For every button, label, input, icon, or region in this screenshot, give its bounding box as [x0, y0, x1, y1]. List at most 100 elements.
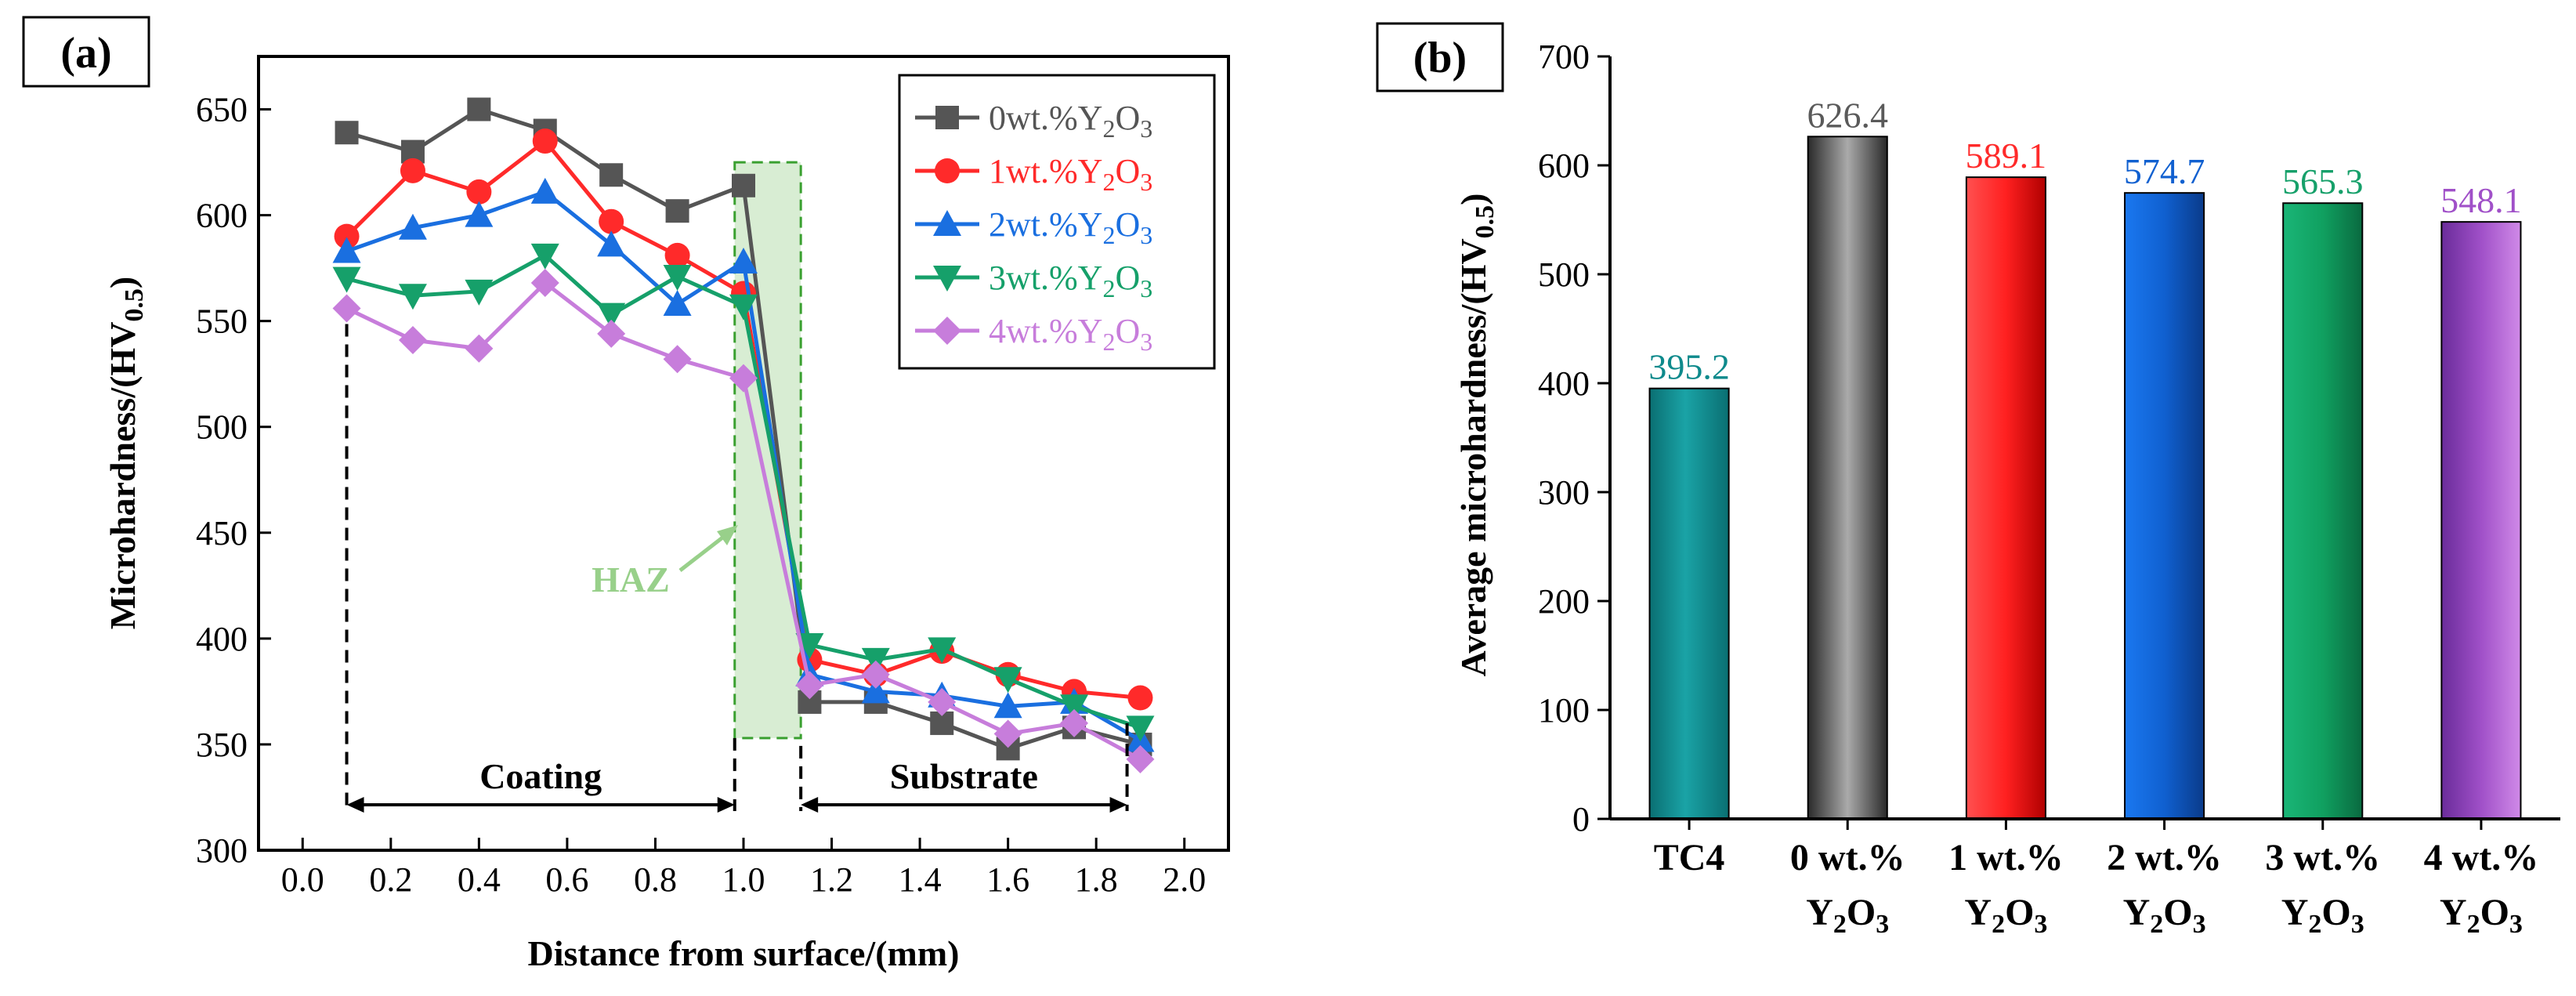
data-point [795, 671, 824, 700]
y-axis-title-a-main: Microhardness/(HV [103, 322, 143, 630]
data-point [664, 242, 690, 268]
data-point [334, 223, 360, 249]
category-label-sub2: 3 [2351, 910, 2364, 939]
data-point [663, 290, 692, 317]
y-tick-label-a: 600 [196, 197, 248, 235]
x-tick-label-a: 1.6 [986, 860, 1029, 899]
x-tick-label-a: 1.8 [1075, 860, 1118, 899]
x-tick-label-a: 1.0 [722, 860, 765, 899]
bar-2 [1965, 176, 2046, 820]
category-label-o: O [2480, 892, 2509, 933]
legend-entry: 4wt.%Y2O3 [989, 312, 1152, 356]
data-point [729, 294, 758, 321]
substrate-arrow-arrowhead-right [1109, 797, 1127, 813]
category-label-o: O [1847, 892, 1876, 933]
data-point [599, 208, 624, 234]
legend-entry-text: 4wt.%Y [989, 312, 1102, 350]
data-point [861, 660, 890, 689]
data-point [861, 677, 890, 704]
legend-entry-sub2: 3 [1140, 328, 1152, 356]
y-axis-title-a-end: ) [103, 277, 143, 288]
data-point [928, 637, 957, 664]
data-point [465, 201, 494, 227]
category-label-o: O [2163, 892, 2192, 933]
legend-entry-sub2: 3 [1140, 114, 1152, 143]
data-point [732, 173, 755, 197]
coating-arrow-arrowhead-left [346, 797, 364, 813]
category-label-y: Y [2123, 892, 2151, 933]
data-point [466, 179, 492, 205]
y-tick-label-a: 650 [196, 91, 248, 129]
data-point [465, 334, 494, 363]
y-tick-label-b: 300 [1538, 473, 1590, 512]
x-tick-label-a: 0.0 [281, 860, 324, 899]
legend-entry-o: O [1115, 99, 1140, 137]
data-point [729, 364, 758, 393]
category-label-y: Y [1806, 892, 1833, 933]
data-point [332, 266, 361, 293]
category-label-y: Y [1964, 892, 1992, 933]
haz-arrowhead [717, 525, 738, 545]
data-point [335, 121, 359, 145]
panel-b-label-box [1376, 22, 1504, 92]
data-point [795, 632, 824, 659]
data-point [398, 284, 427, 310]
bar-value-label: 626.4 [1807, 95, 1889, 135]
panel-a-label: (a) [60, 29, 111, 78]
y-tick-label-a: 300 [196, 831, 248, 870]
legend: 0wt.%Y2O31wt.%Y2O32wt.%Y2O33wt.%Y2O34wt.… [898, 74, 1216, 370]
category-label-o: O [2005, 892, 2034, 933]
legend-entry-sub2: 3 [1140, 168, 1152, 196]
category-label-line1: 4 wt.% [2424, 837, 2539, 878]
data-point [530, 269, 559, 298]
legend-entry-sub: 2 [1102, 221, 1115, 249]
y-axis-title-a-sub: 0.5 [120, 288, 149, 322]
panel-b: (b) 395.2 626.4 589.1 574.7 565.3 548.1 0 100 2… [1376, 22, 2560, 939]
region-annotations: Coating Substrate HAZ [345, 324, 1129, 813]
y-tick-label-b: 600 [1538, 147, 1590, 185]
bar-value-labels: 395.2 626.4 589.1 574.7 565.3 548.1 [1648, 95, 2521, 386]
bar-3 [2124, 192, 2205, 820]
category-label-line1: TC4 [1654, 837, 1725, 878]
category-label-y: Y [2281, 892, 2309, 933]
legend-entry-o: O [1115, 205, 1140, 244]
data-point [400, 158, 425, 183]
bar-1 [1807, 136, 1888, 820]
haz-arrow-line [678, 531, 730, 572]
category-label-line2: Y2O3 [1964, 892, 2047, 939]
x-axis-title: Distance from surface/(mm) [528, 933, 960, 973]
data-point [935, 106, 959, 129]
data-point [665, 199, 689, 223]
data-point [465, 279, 494, 306]
category-label-line1: 3 wt.% [2265, 837, 2380, 878]
legend-entry-sub: 2 [1102, 274, 1115, 302]
legend-entry-text: 3wt.%Y [989, 259, 1102, 297]
y-axis-title-b: Average microhardness/(HV0.5) [1453, 194, 1500, 677]
y-tick-label-b: 0 [1572, 800, 1590, 838]
category-label-sub2: 3 [2193, 910, 2206, 939]
legend-entry: 2wt.%Y2O3 [989, 205, 1152, 249]
data-point [597, 302, 626, 329]
data-point [467, 97, 491, 121]
legend-entry-o: O [1115, 259, 1140, 297]
data-point [928, 687, 957, 716]
category-label-line1: 2 wt.% [2107, 837, 2222, 878]
data-point [993, 719, 1022, 748]
data-point [729, 248, 758, 274]
data-point [1060, 708, 1089, 737]
haz-region [733, 161, 802, 740]
data-point [933, 266, 961, 292]
x-tick-label-a: 0.8 [634, 860, 677, 899]
data-point [398, 213, 427, 240]
category-label-sub2: 3 [2034, 910, 2047, 939]
legend-entry-text: 1wt.%Y [989, 152, 1102, 190]
x-tick-label-a: 1.2 [810, 860, 853, 899]
data-point [1060, 694, 1089, 721]
legend-entry: 3wt.%Y2O3 [989, 259, 1152, 302]
legend-entry-sub: 2 [1102, 328, 1115, 356]
legend-entry-o: O [1115, 152, 1140, 190]
y-axis-title-b-end: ) [1453, 194, 1493, 205]
data-point [597, 230, 626, 257]
category-label-sub: 2 [2467, 910, 2480, 939]
